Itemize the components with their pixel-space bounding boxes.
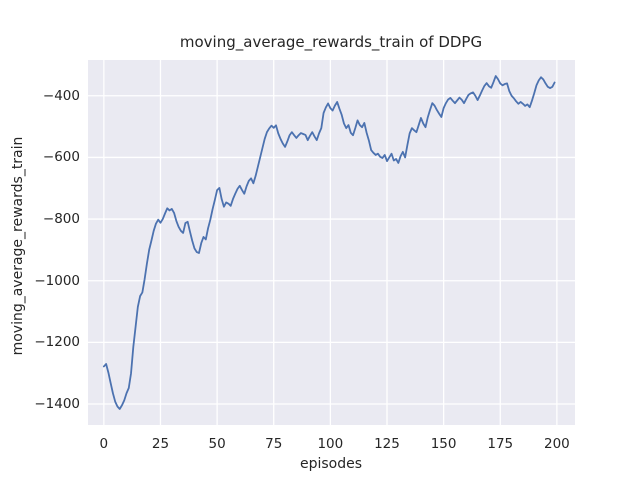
y-tick-label: −1200 [34, 334, 80, 351]
y-tick-label: −1400 [34, 396, 80, 413]
x-axis-label: episodes [299, 456, 363, 472]
y-tick-label: −400 [42, 87, 80, 104]
x-tick-label: 175 [487, 436, 514, 452]
x-tick-label: 50 [208, 436, 226, 452]
x-tick-label: 25 [151, 436, 170, 452]
x-tick-label: 0 [99, 436, 109, 452]
x-tick-label: 75 [265, 436, 283, 452]
y-tick-label: −600 [42, 149, 80, 166]
plot-background [88, 60, 575, 425]
y-tick-label: −800 [42, 211, 80, 228]
y-axis-label: moving_average_rewards_train [10, 136, 26, 356]
x-tick-label: 100 [317, 436, 344, 452]
data-line [102, 75, 556, 410]
chart-title: moving_average_rewards_train of DDPG [179, 33, 483, 51]
x-tick-label: 150 [430, 436, 457, 452]
x-tick-label: 200 [543, 436, 570, 452]
x-tick-label: 125 [374, 436, 400, 452]
y-tick-label: −1000 [34, 272, 80, 289]
